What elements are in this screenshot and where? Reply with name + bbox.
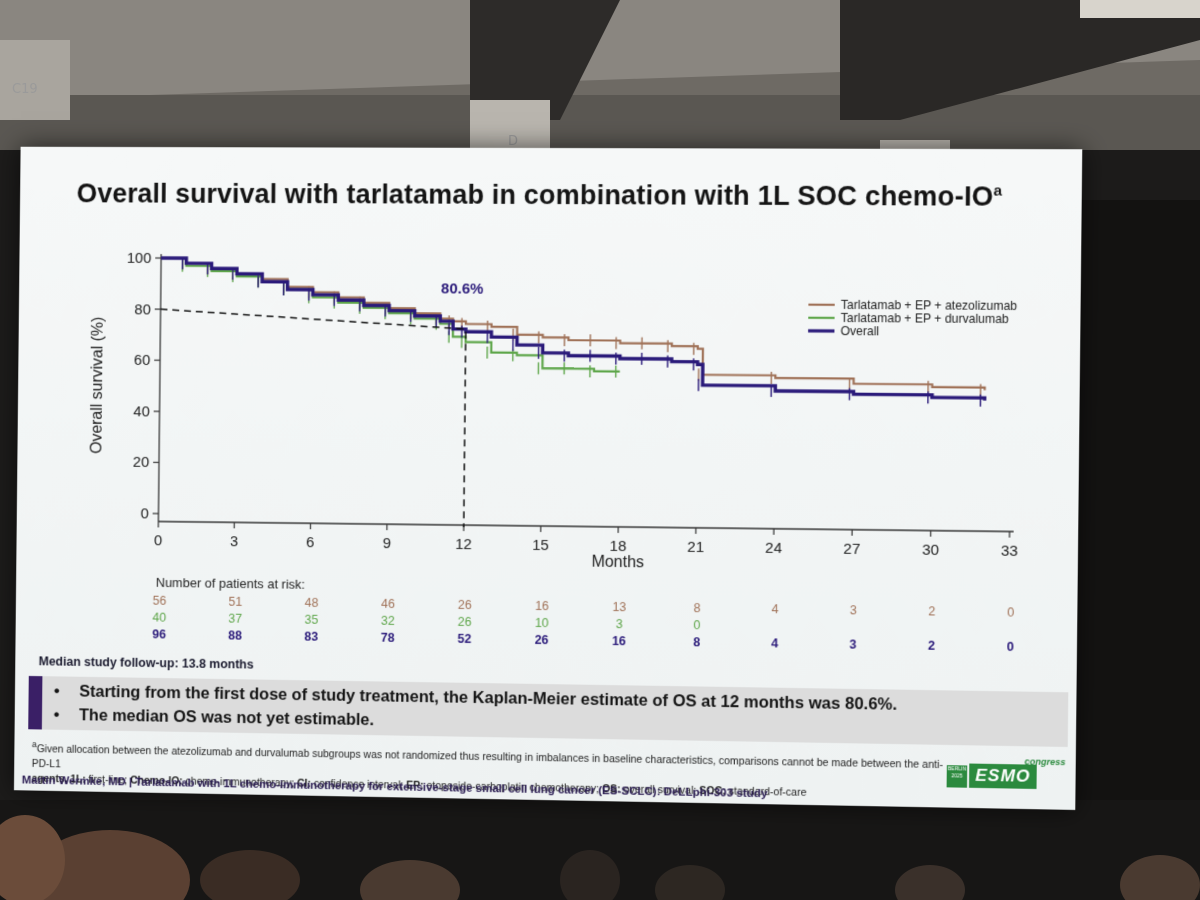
y-axis-title: Overall survival (%) <box>89 317 107 454</box>
y-tick-label: 100 <box>127 251 152 267</box>
chart-legend: Tarlatamab + EP + atezolizumabTarlatamab… <box>808 298 1018 338</box>
x-tick-label: 33 <box>1001 543 1018 560</box>
x-tick-label: 27 <box>843 542 860 558</box>
legend-label-durvalumab: Tarlatamab + EP + durvalumab <box>841 311 1010 326</box>
risk-count-overall: 0 <box>1007 640 1014 654</box>
x-axis-line <box>158 521 1013 531</box>
pillar-sign-c19: C19 <box>12 82 38 97</box>
key-findings-box: Starting from the first dose of study tr… <box>28 675 1069 748</box>
risk-count-overall: 52 <box>458 632 472 646</box>
risk-count-overall: 96 <box>152 627 166 641</box>
presentation-slide: Overall survival with tarlatamab in comb… <box>13 146 1083 810</box>
risk-count-atezolizumab: 16 <box>535 599 549 613</box>
esmo-wordmark: ESMO <box>969 763 1037 789</box>
finding-bullet-2: The median OS was not yet estimable. <box>79 706 374 730</box>
footnote-line-1-text: Given allocation between the atezolizuma… <box>31 742 944 771</box>
risk-count-durvalumab: 10 <box>535 616 549 630</box>
esmo-congress-logo: BERLIN 2025 ESMO congress <box>946 756 1066 791</box>
risk-count-durvalumab: 26 <box>458 615 472 629</box>
x-tick-label: 9 <box>383 536 391 552</box>
x-tick-label: 3 <box>230 534 238 550</box>
y-tick-label: 0 <box>140 506 148 522</box>
legend-label-overall: Overall <box>840 324 879 338</box>
risk-count-atezolizumab: 0 <box>1007 605 1014 619</box>
y-tick-label: 80 <box>134 302 150 318</box>
risk-count-overall: 2 <box>928 639 935 653</box>
os-12-month-annotation: 80.6% <box>441 281 483 297</box>
risk-count-overall: 16 <box>612 634 626 648</box>
x-tick-label: 12 <box>455 537 472 553</box>
x-tick-label: 21 <box>687 540 704 556</box>
risk-count-overall: 26 <box>535 633 549 647</box>
risk-count-atezolizumab: 48 <box>305 596 319 610</box>
chart-curves <box>160 257 986 406</box>
x-tick-label: 15 <box>532 538 549 554</box>
x-tick-label: 0 <box>154 533 162 549</box>
x-tick-label: 6 <box>306 535 314 551</box>
y-axis-line <box>158 254 161 521</box>
risk-count-durvalumab: 32 <box>381 614 395 628</box>
risk-count-overall: 4 <box>771 636 778 650</box>
x-tick-label: 30 <box>922 543 939 559</box>
x-tick-label: 24 <box>765 541 782 557</box>
risk-count-atezolizumab: 46 <box>381 597 395 611</box>
risk-count-atezolizumab: 4 <box>771 602 778 616</box>
follow-up-note: Median study follow-up: 13.8 months <box>38 654 254 672</box>
risk-count-durvalumab: 3 <box>616 617 623 631</box>
chart-labels: Overall survival (%) Months 80.6% <box>89 281 645 572</box>
risk-count-atezolizumab: 2 <box>928 604 935 618</box>
x-axis-title: Months <box>591 554 644 572</box>
y-tick-label: 60 <box>134 353 150 369</box>
risk-count-overall: 8 <box>693 635 700 649</box>
reference-line-vertical <box>464 332 466 527</box>
risk-count-overall: 78 <box>381 631 395 645</box>
x-tick-label: 18 <box>610 539 627 555</box>
esmo-badge: BERLIN 2025 <box>946 765 968 788</box>
risk-count-atezolizumab: 56 <box>153 594 167 608</box>
risk-count-atezolizumab: 13 <box>612 600 626 614</box>
risk-count-durvalumab: 0 <box>693 618 700 632</box>
risk-count-overall: 83 <box>304 630 318 644</box>
chart-axes: 0 20 40 60 80 100 0 3 6 9 12 15 18 21 24 27 30 33 <box>127 251 1018 560</box>
risk-count-durvalumab: 40 <box>152 610 166 624</box>
pillar-sign-d: D <box>508 134 519 149</box>
risk-count-overall: 88 <box>228 628 242 642</box>
risk-count-atezolizumab: 51 <box>229 595 243 609</box>
y-tick-label: 40 <box>133 404 149 420</box>
risk-table: Number of patients at risk:56 51 48 46 26 16 1… <box>152 575 1014 654</box>
risk-count-atezolizumab: 8 <box>693 601 700 615</box>
risk-count-overall: 3 <box>849 637 856 651</box>
risk-count-durvalumab: 37 <box>228 612 242 626</box>
esmo-congress-label: congress <box>1024 756 1066 768</box>
risk-count-atezolizumab: 3 <box>850 603 857 617</box>
risk-table-title: Number of patients at risk: <box>156 575 305 592</box>
y-tick-label: 20 <box>133 455 149 471</box>
risk-count-atezolizumab: 26 <box>458 598 472 612</box>
risk-count-durvalumab: 35 <box>305 613 319 627</box>
legend-label-atezolizumab: Tarlatamab + EP + atezolizumab <box>841 298 1018 313</box>
